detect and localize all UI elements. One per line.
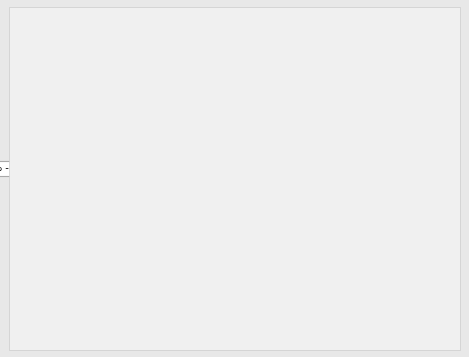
- Text: 10,94 % - 4: 10,94 % - 4: [114, 34, 171, 87]
- Wedge shape: [77, 178, 237, 282]
- Ellipse shape: [150, 98, 338, 277]
- Wedge shape: [179, 139, 283, 265]
- Wedge shape: [76, 98, 179, 199]
- Wedge shape: [179, 75, 275, 178]
- Wedge shape: [113, 75, 179, 178]
- Text: 31,25 % - 2: 31,25 % - 2: [166, 277, 223, 327]
- Text: 17,19 % - 3: 17,19 % - 3: [0, 163, 78, 173]
- Text: 21,88 % - 1: 21,88 % - 1: [277, 212, 397, 237]
- Legend: 0 (12), 1 (14), 2 (20), 3 (11), 4 (7): 0 (12), 1 (14), 2 (20), 3 (11), 4 (7): [388, 106, 445, 178]
- Text: 18,75 % - 0: 18,75 % - 0: [221, 54, 397, 100]
